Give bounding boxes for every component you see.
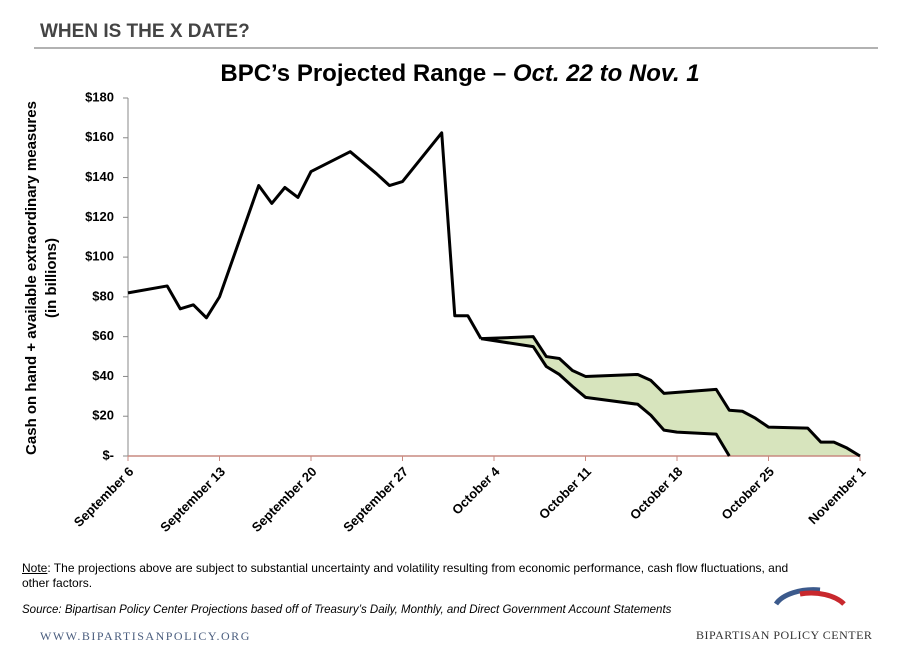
x-tick-label: October 25 xyxy=(718,464,777,523)
y-tick-label: $140 xyxy=(85,169,114,184)
y-tick-label: $160 xyxy=(85,129,114,144)
logo-arc-blue xyxy=(773,587,821,606)
y-tick-label: $40 xyxy=(92,368,114,383)
title-italic: Oct. 22 to Nov. 1 xyxy=(513,60,700,87)
x-tick-label: September 27 xyxy=(340,464,411,535)
y-tick-label: $60 xyxy=(92,328,114,343)
x-tick-label: September 20 xyxy=(249,464,320,535)
header: WHEN IS THE X DATE? xyxy=(40,21,250,42)
y-label-line: (in billions) xyxy=(43,238,60,318)
source: Source: Bipartisan Policy Center Project… xyxy=(22,604,672,616)
footer-org: BIPARTISAN POLICY CENTER xyxy=(696,628,873,642)
y-label-line: Cash on hand + available extraordinary m… xyxy=(23,101,40,455)
footer-url: WWW.BIPARTISANPOLICY.ORG xyxy=(40,629,251,643)
y-tick-label: $80 xyxy=(92,288,114,303)
line xyxy=(127,131,483,340)
chart-title: BPC’s Projected Range – Oct. 22 to Nov. … xyxy=(220,60,699,87)
note-label: Note xyxy=(22,561,48,575)
x-tick-label: October 11 xyxy=(536,464,594,522)
y-tick-label: $180 xyxy=(85,89,114,104)
y-label: Cash on hand + available extraordinary m… xyxy=(23,101,60,455)
y-tick-label: $100 xyxy=(85,249,114,264)
note-text: : The projections above are subject to s… xyxy=(22,561,789,590)
x-tick-label: October 18 xyxy=(627,464,686,523)
note: Note: The projections above are subject … xyxy=(22,561,802,591)
y-tick-label: $- xyxy=(102,447,114,462)
line xyxy=(480,337,731,457)
logo-arc-red xyxy=(799,590,846,606)
line xyxy=(480,335,861,458)
y-tick-label: $20 xyxy=(92,408,114,423)
title-main: BPC’s Projected Range – xyxy=(220,60,513,87)
x-tick-label: September 13 xyxy=(157,464,228,535)
x-tick-label: October 4 xyxy=(449,463,503,517)
y-tick-label: $120 xyxy=(85,209,114,224)
x-tick-label: November 1 xyxy=(805,464,868,527)
x-tick-label: September 6 xyxy=(71,464,137,530)
